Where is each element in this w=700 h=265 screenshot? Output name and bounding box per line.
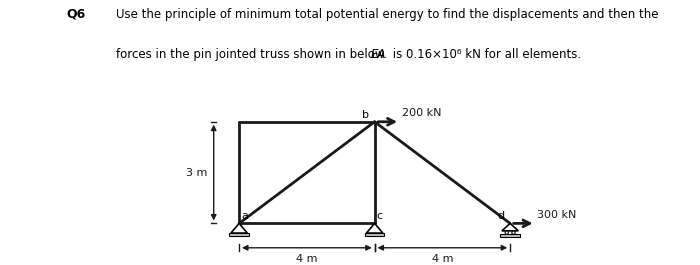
Text: Use the principle of minimum total potential energy to find the displacements an: Use the principle of minimum total poten… bbox=[116, 8, 658, 21]
Text: c: c bbox=[377, 211, 383, 221]
Circle shape bbox=[505, 231, 508, 234]
Text: is 0.16×10⁶ kN for all elements.: is 0.16×10⁶ kN for all elements. bbox=[389, 48, 580, 61]
Text: Q6: Q6 bbox=[66, 8, 85, 21]
Polygon shape bbox=[502, 223, 518, 231]
Text: 4 m: 4 m bbox=[432, 254, 453, 264]
Text: b: b bbox=[361, 111, 368, 120]
Text: 3 m: 3 m bbox=[186, 167, 208, 178]
Text: d: d bbox=[497, 211, 504, 221]
Text: 4 m: 4 m bbox=[296, 254, 318, 264]
Text: forces in the pin jointed truss shown in below.: forces in the pin jointed truss shown in… bbox=[116, 48, 391, 61]
Text: EA: EA bbox=[371, 48, 386, 61]
Text: 300 kN: 300 kN bbox=[537, 210, 577, 220]
Bar bbox=[230, 233, 248, 236]
Text: a: a bbox=[241, 211, 248, 221]
Polygon shape bbox=[231, 223, 247, 233]
Circle shape bbox=[512, 231, 515, 234]
Polygon shape bbox=[366, 223, 383, 233]
Text: 200 kN: 200 kN bbox=[402, 108, 441, 118]
Bar bbox=[500, 235, 520, 237]
Bar bbox=[365, 233, 384, 236]
